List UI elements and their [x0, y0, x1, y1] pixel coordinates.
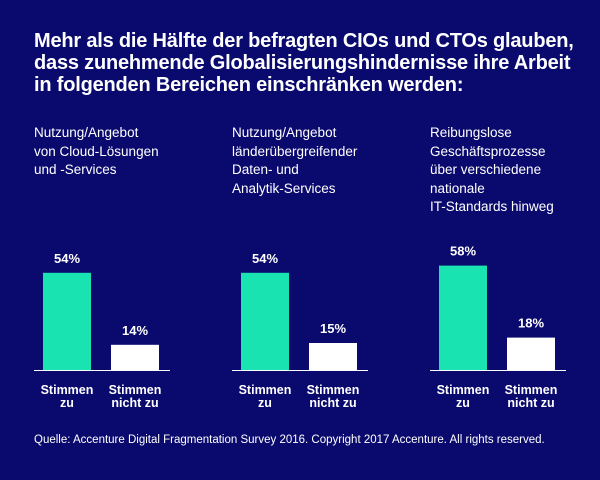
panel-title-line: Analytik-Services	[232, 180, 336, 196]
panel-title-line: IT-Standards hinweg	[430, 199, 554, 214]
panel-title-line: nationale	[430, 180, 485, 196]
category-label: zu	[60, 396, 74, 410]
bar-disagree	[111, 344, 159, 370]
panel-title: Nutzung/Angebot von Cloud-Lösungen und -…	[34, 124, 194, 180]
category-label: nicht zu	[507, 396, 554, 410]
panel-title-line: Reibungslose	[430, 125, 512, 140]
data-label: 54%	[252, 251, 278, 266]
panel-title-line: länderübergreifender	[232, 143, 358, 159]
category-label: nicht zu	[309, 396, 356, 410]
category-label: Stimmen	[307, 383, 360, 397]
source-note: Quelle: Accenture Digital Fragmentation …	[34, 434, 545, 446]
data-label: 15%	[320, 321, 346, 336]
panel-title-line: und -Services	[34, 162, 117, 177]
chart-panel-analytics: Nutzung/Angebot länderübergreifender Dat…	[232, 124, 382, 414]
category-label: zu	[258, 396, 272, 410]
chart-panel-it-standards: Reibungslose Geschäftsprozesse über vers…	[430, 124, 580, 414]
title-line: in folgenden Bereichen einschränken werd…	[34, 74, 464, 96]
category-label: Stimmen	[437, 383, 490, 397]
title-line: dass zunehmende Globalisierungshindernis…	[34, 52, 571, 74]
data-label: 58%	[450, 244, 476, 259]
bar-agree	[43, 272, 91, 370]
category-label: zu	[456, 396, 470, 410]
chart-panel-cloud: Nutzung/Angebot von Cloud-Lösungen und -…	[34, 124, 184, 414]
panel-title-line: Nutzung/Angebot	[232, 125, 337, 140]
panel-title: Reibungslose Geschäftsprozesse über vers…	[430, 124, 590, 217]
panel-title: Nutzung/Angebot länderübergreifender Dat…	[232, 124, 392, 198]
bar-disagree	[309, 343, 357, 370]
panel-title-line: über verschiedene	[430, 162, 542, 177]
data-label: 14%	[122, 323, 148, 338]
category-label: Stimmen	[109, 383, 162, 397]
panel-title-line: Daten- und	[232, 162, 299, 177]
category-label: nicht zu	[111, 396, 158, 410]
bar-agree	[439, 265, 487, 370]
panel-title-line: Nutzung/Angebot	[34, 125, 139, 140]
data-label: 18%	[518, 316, 544, 331]
chart-title: Mehr als die Hälfte der befragten CIOs u…	[34, 30, 584, 96]
panel-title-line: von Cloud-Lösungen	[34, 143, 159, 159]
bar-disagree	[507, 337, 555, 370]
category-label: Stimmen	[505, 383, 558, 397]
category-label: Stimmen	[41, 383, 94, 397]
category-label: Stimmen	[239, 383, 292, 397]
title-line: Mehr als die Hälfte der befragten CIOs u…	[34, 30, 574, 52]
data-label: 54%	[54, 251, 80, 266]
bar-agree	[241, 272, 289, 370]
panel-title-line: Geschäftsprozesse	[430, 143, 546, 159]
